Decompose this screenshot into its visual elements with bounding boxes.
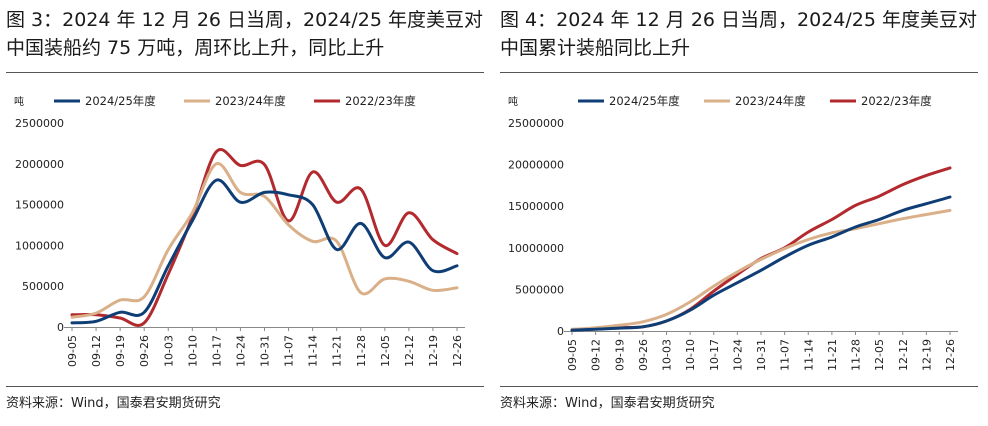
y-tick-label: 0 — [57, 321, 64, 334]
source-separator — [6, 386, 484, 387]
series-line-0 — [70, 178, 459, 325]
source-note: 资料来源：Wind，国泰君安期货研究 — [6, 396, 221, 411]
y-tick-label: 1500000 — [15, 199, 64, 212]
x-tick-label: 09-12 — [590, 339, 603, 371]
x-tick-label: 09-05 — [566, 339, 579, 371]
x-tick-label: 09-26 — [138, 335, 151, 367]
y-tick-label: 15000000 — [508, 200, 564, 213]
series-line-2 — [70, 148, 459, 327]
chart-panel-cumulative: 图 4：2024 年 12 月 26 日当周，2024/25 年度美豆对 中国累… — [494, 0, 988, 426]
y-tick-label: 2000000 — [15, 158, 64, 171]
legend-label: 2024/25年度 — [609, 94, 680, 108]
weekly-shipment-chart: 吨 2024/25年度 2023/24年度 2022/23年度 0 500000 10000… — [14, 94, 465, 367]
y-tick-label: 2500000 — [15, 117, 64, 130]
x-tick-label: 11-14 — [307, 335, 320, 367]
x-tick-label: 09-12 — [90, 335, 103, 367]
legend-label: 2023/24年度 — [735, 94, 806, 108]
series-line-2 — [570, 166, 952, 332]
unit-label: 吨 — [14, 95, 24, 108]
x-tick-label: 10-24 — [731, 339, 744, 371]
title-line-1: 图 3：2024 年 12 月 26 日当周，2024/25 年度美豆对 — [6, 9, 484, 31]
y-tick-label: 10000000 — [508, 242, 564, 255]
x-tick-label: 11-07 — [283, 335, 296, 367]
x-tick-label: 10-10 — [186, 335, 199, 367]
x-tick-label: 11-07 — [779, 339, 792, 371]
title-line-2: 中国累计装船同比上升 — [500, 37, 691, 59]
y-tick-label: 1000000 — [15, 239, 64, 252]
source-separator — [500, 386, 978, 387]
x-tick-label: 11-21 — [331, 335, 344, 367]
chart-title: 图 3：2024 年 12 月 26 日当周，2024/25 年度美豆对 中国装… — [6, 6, 486, 62]
legend-label: 2024/25年度 — [85, 94, 156, 108]
unit-label: 吨 — [508, 95, 518, 108]
title-separator — [6, 72, 484, 73]
x-tick-label: 10-03 — [661, 339, 674, 371]
x-tick-label: 10-17 — [210, 335, 223, 367]
x-tick-label: 10-10 — [684, 339, 697, 371]
legend-label: 2022/23年度 — [861, 94, 932, 108]
x-tick-label: 12-19 — [920, 339, 933, 371]
title-line-2: 中国装船约 75 万吨，周环比上升，同比上升 — [6, 37, 385, 59]
x-tick-label: 10-03 — [162, 335, 175, 367]
x-tick-label: 09-19 — [613, 339, 626, 371]
series-line-0 — [570, 195, 952, 332]
x-tick-label: 12-05 — [379, 335, 392, 367]
x-tick-label: 10-31 — [755, 339, 768, 371]
x-tick-label: 11-21 — [826, 339, 839, 371]
x-tick-label: 09-26 — [637, 339, 650, 371]
x-tick-label: 09-19 — [114, 335, 127, 367]
title-separator — [500, 72, 978, 73]
x-tick-label: 09-05 — [66, 335, 79, 367]
y-tick-label: 5000000 — [515, 283, 564, 296]
cumulative-shipment-chart: 吨 2024/25年度 2023/24年度 2022/23年度 0 5000000 1000… — [508, 94, 958, 371]
source-note: 资料来源：Wind，国泰君安期货研究 — [500, 396, 715, 411]
x-tick-label: 12-12 — [897, 339, 910, 371]
chart-panel-weekly: 图 3：2024 年 12 月 26 日当周，2024/25 年度美豆对 中国装… — [6, 6, 486, 411]
chart-title: 图 4：2024 年 12 月 26 日当周，2024/25 年度美豆对 中国累… — [500, 6, 980, 62]
legend-label: 2023/24年度 — [215, 94, 286, 108]
y-tick-label: 20000000 — [508, 159, 564, 172]
y-tick-label: 25000000 — [508, 117, 564, 130]
x-tick-label: 12-26 — [451, 335, 464, 367]
series-line-1 — [70, 162, 459, 319]
legend-label: 2022/23年度 — [345, 94, 416, 108]
title-line-1: 图 4：2024 年 12 月 26 日当周，2024/25 年度美豆对 — [500, 9, 978, 31]
x-tick-label: 10-17 — [708, 339, 721, 371]
y-tick-label: 500000 — [22, 280, 64, 293]
x-tick-label: 12-05 — [873, 339, 886, 371]
x-tick-label: 12-19 — [427, 335, 440, 367]
y-tick-label: 0 — [557, 325, 564, 338]
x-tick-label: 12-12 — [403, 335, 416, 367]
x-tick-label: 10-24 — [234, 335, 247, 367]
x-tick-label: 12-26 — [944, 339, 957, 371]
x-tick-label: 11-28 — [850, 339, 863, 371]
x-tick-label: 11-14 — [802, 339, 815, 371]
x-tick-label: 10-31 — [259, 335, 272, 367]
series-line-1 — [570, 208, 952, 331]
x-tick-label: 11-28 — [355, 335, 368, 367]
